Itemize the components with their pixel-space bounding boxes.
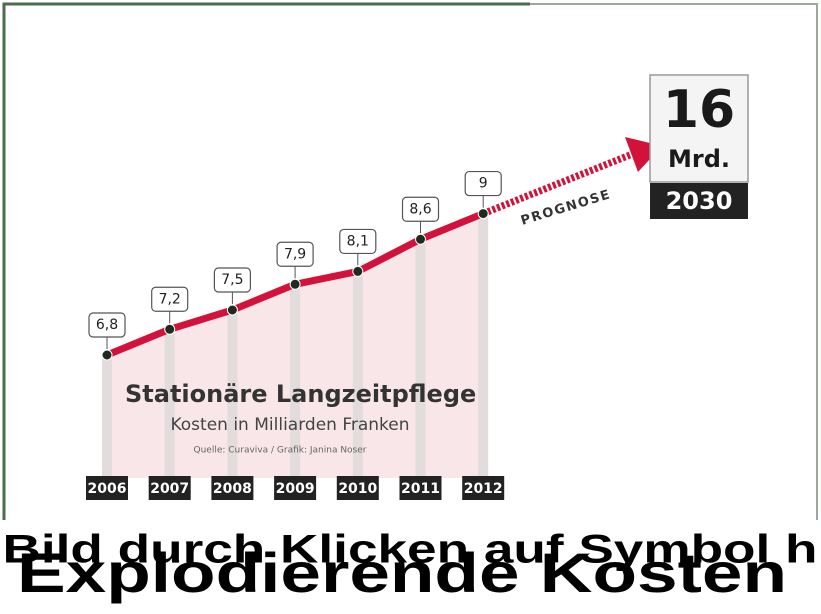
drop-bar (290, 284, 301, 478)
data-label: 7,5 (221, 272, 243, 288)
year-box (399, 476, 442, 500)
overlay-text: Explodierende Kosten (17, 541, 787, 604)
year-box (336, 476, 379, 500)
drop-bar (227, 310, 238, 478)
value-label-box (339, 228, 377, 255)
point (226, 304, 238, 316)
point (164, 323, 176, 335)
year-box (148, 476, 191, 500)
data-label: 6,8 (96, 317, 118, 333)
point (352, 265, 364, 277)
year-box (86, 476, 128, 500)
x-tick-label: 2008 (213, 481, 252, 497)
data-label: 9 (479, 176, 488, 192)
year-box (274, 476, 317, 500)
chart-title: Stationäre Langzeitpflege (125, 380, 476, 408)
prognosis-line (481, 149, 637, 217)
year-box (462, 476, 505, 500)
x-tick-label: 2011 (401, 481, 440, 497)
source: Quelle: Curaviva / Grafik: Janina Noser (194, 446, 367, 456)
data-label: 8,1 (347, 233, 369, 249)
value-label-box (213, 267, 251, 293)
point (289, 278, 301, 290)
x-tick-label: 2010 (338, 481, 377, 497)
data-label: 8,6 (409, 201, 431, 217)
drop-bar (415, 239, 426, 478)
prognosis-value: 16 (663, 80, 735, 140)
drop-bar (102, 355, 112, 478)
x-tick-label: 2012 (464, 481, 503, 497)
point (101, 349, 113, 361)
prognosis-unit: Mrd. (668, 145, 730, 173)
value-label-box (88, 312, 126, 338)
value-label-box (276, 241, 314, 267)
chart-subtitle: Kosten in Milliarden Franken (170, 415, 409, 435)
prognosis-box (649, 74, 749, 183)
frame (530, 3, 818, 520)
prognosis-year-box (650, 183, 748, 219)
year-box (211, 476, 254, 500)
data-label: 7,2 (159, 291, 181, 307)
value-label-box (401, 196, 440, 222)
x-tick-label: 2007 (150, 481, 189, 497)
point (415, 233, 426, 245)
x-tick-label: 2006 (88, 481, 127, 497)
frame (2, 2, 530, 520)
overlay-text: Bild durch Klicken auf Symbol h (3, 528, 818, 572)
drop-bar (352, 271, 363, 478)
drop-bar (164, 329, 175, 478)
point (477, 208, 489, 220)
data-label: 7,9 (284, 246, 306, 262)
x-tick-label: 2009 (276, 481, 315, 497)
prognosis-year: 2030 (666, 187, 733, 215)
value-label-box (151, 286, 189, 312)
value-label-box (464, 170, 502, 197)
drop-bar (478, 213, 489, 479)
